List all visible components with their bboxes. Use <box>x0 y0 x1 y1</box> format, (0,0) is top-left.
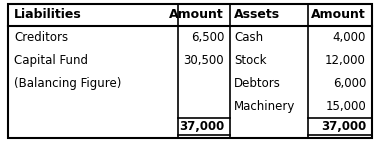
Text: Capital Fund: Capital Fund <box>14 54 88 67</box>
Text: Machinery: Machinery <box>234 100 295 113</box>
Text: Amount: Amount <box>311 9 366 21</box>
Text: 15,000: 15,000 <box>325 100 366 113</box>
Text: 37,000: 37,000 <box>179 120 224 133</box>
Text: Assets: Assets <box>234 9 280 21</box>
Text: 6,000: 6,000 <box>332 77 366 90</box>
Text: (Balancing Figure): (Balancing Figure) <box>14 77 121 90</box>
Text: 30,500: 30,500 <box>184 54 224 67</box>
Text: Amount: Amount <box>169 9 224 21</box>
Text: Liabilities: Liabilities <box>14 9 82 21</box>
Text: Cash: Cash <box>234 31 263 44</box>
Text: 12,000: 12,000 <box>325 54 366 67</box>
Text: Stock: Stock <box>234 54 266 67</box>
Text: Creditors: Creditors <box>14 31 68 44</box>
Text: 37,000: 37,000 <box>321 120 366 133</box>
Text: 4,000: 4,000 <box>332 31 366 44</box>
Text: Debtors: Debtors <box>234 77 281 90</box>
Text: 6,500: 6,500 <box>191 31 224 44</box>
